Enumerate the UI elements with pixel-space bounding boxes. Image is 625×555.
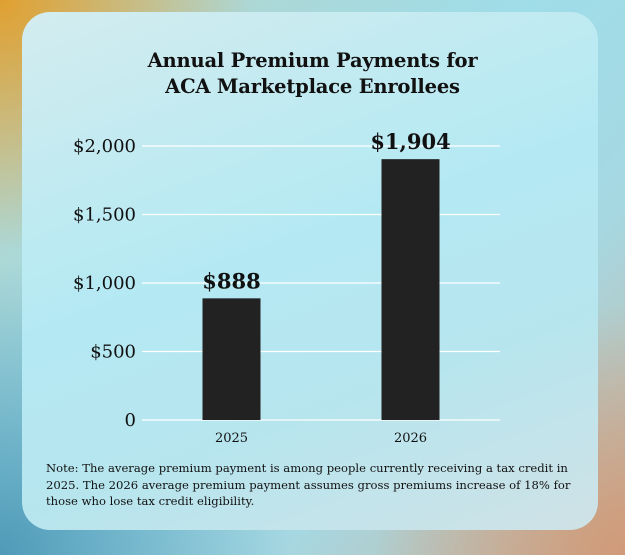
y-tick-label: $2,000 <box>73 136 136 157</box>
x-tick-label: 2026 <box>394 431 427 446</box>
chart-title: Annual Premium Payments for ACA Marketpl… <box>0 48 625 100</box>
data-label: $888 <box>202 268 260 293</box>
bars <box>202 159 440 421</box>
gridlines <box>142 145 500 421</box>
bar <box>202 298 261 420</box>
y-tick-label: $1,000 <box>73 273 136 294</box>
x-tick-label: 2025 <box>215 431 248 446</box>
chart-title-line-2: ACA Marketplace Enrollees <box>165 75 460 98</box>
data-label: $1,904 <box>370 129 450 154</box>
chart-card <box>22 12 598 530</box>
y-axis-ticks: 0 $500 $1,000 $1,500 $2,000 <box>73 136 136 431</box>
bar <box>381 159 440 421</box>
x-axis-ticks: 2025 2026 <box>215 431 427 446</box>
chart-title-line-1: Annual Premium Payments for <box>147 49 478 72</box>
y-tick-label: 0 <box>125 410 136 431</box>
chart-note: Note: The average premium payment is amo… <box>46 461 571 508</box>
data-labels: $888 $1,904 <box>202 129 450 293</box>
y-tick-label: $500 <box>90 342 136 363</box>
y-tick-label: $1,500 <box>73 205 136 226</box>
